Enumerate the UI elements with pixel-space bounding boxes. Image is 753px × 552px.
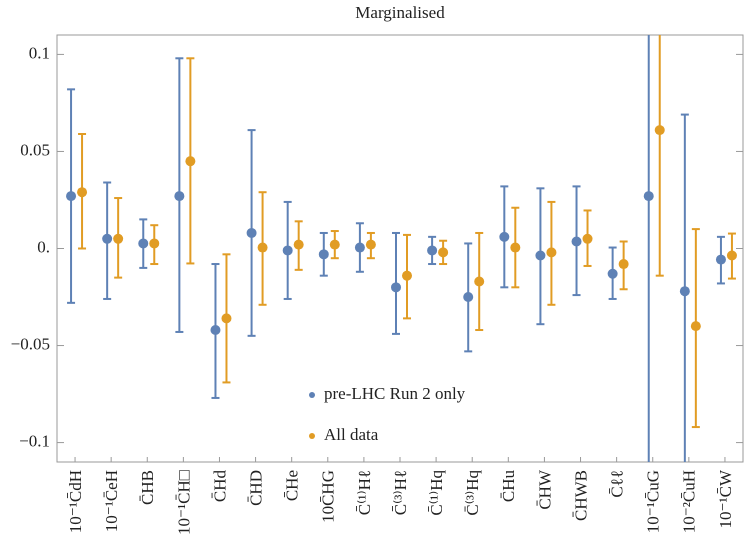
point bbox=[499, 231, 510, 242]
x-tick-label: 10C̄HG bbox=[319, 470, 338, 523]
x-tick-label: C̄HB bbox=[138, 470, 157, 505]
point bbox=[618, 259, 629, 270]
point bbox=[185, 156, 196, 167]
point bbox=[582, 233, 593, 244]
point bbox=[715, 254, 726, 265]
y-tick-label: −0.1 bbox=[19, 431, 50, 450]
x-tick-label: C̄⁽¹⁾Hq bbox=[427, 470, 446, 516]
point bbox=[246, 227, 257, 238]
point bbox=[690, 321, 701, 332]
point bbox=[427, 245, 438, 256]
point bbox=[318, 249, 329, 260]
point bbox=[138, 238, 149, 249]
point bbox=[102, 233, 113, 244]
point bbox=[365, 239, 376, 250]
point bbox=[354, 242, 365, 253]
x-tick-label: 10⁻²C̄uH bbox=[680, 470, 699, 533]
point bbox=[257, 242, 268, 253]
point bbox=[474, 276, 485, 287]
legend-label: pre-LHC Run 2 only bbox=[324, 384, 466, 403]
x-tick-label: C̄He bbox=[283, 470, 302, 501]
plot-area bbox=[66, 35, 737, 462]
point bbox=[221, 313, 232, 324]
point bbox=[546, 247, 557, 258]
point bbox=[726, 250, 737, 261]
point bbox=[174, 191, 185, 202]
point bbox=[391, 282, 401, 293]
point bbox=[113, 233, 124, 244]
y-tick-label: 0.05 bbox=[20, 140, 50, 159]
x-tick-label: 10⁻¹C̄W bbox=[716, 469, 735, 528]
x-tick-label: 10⁻¹C̄uG bbox=[644, 470, 663, 533]
x-tick-label: C̄HWB bbox=[571, 470, 590, 521]
y-tick-label: −0.05 bbox=[11, 334, 50, 353]
x-tick-label: C̄HD bbox=[246, 470, 265, 506]
x-tick-label: 10⁻¹C̄dH bbox=[66, 470, 85, 533]
legend-label: All data bbox=[324, 425, 379, 444]
point bbox=[463, 292, 474, 303]
y-tick-label: 0.1 bbox=[29, 43, 50, 62]
point bbox=[535, 250, 546, 261]
chart-title: Marginalised bbox=[355, 3, 445, 22]
x-tick-label: C̄⁽¹⁾Hℓ bbox=[355, 470, 374, 515]
x-tick-label: 10⁻¹C̄eH bbox=[102, 470, 121, 532]
x-tick-label: C̄⁽³⁾Hq bbox=[463, 470, 482, 516]
point bbox=[643, 191, 654, 202]
point bbox=[510, 242, 521, 253]
point bbox=[293, 239, 304, 250]
point bbox=[571, 236, 582, 247]
point bbox=[654, 125, 665, 136]
point bbox=[210, 325, 221, 336]
point bbox=[77, 187, 88, 198]
point bbox=[607, 268, 618, 279]
point bbox=[679, 286, 690, 297]
point bbox=[66, 191, 77, 202]
x-tick-label: C̄⁽³⁾Hℓ bbox=[391, 470, 410, 515]
point bbox=[438, 247, 449, 258]
x-tick-label: C̄Hu bbox=[499, 470, 518, 503]
x-tick-label: 10⁻¹C̄H□ bbox=[174, 470, 193, 535]
x-tick-label: C̄HW bbox=[535, 469, 554, 510]
x-tick-label: C̄ℓℓ bbox=[608, 470, 627, 498]
legend-marker bbox=[309, 433, 315, 439]
point bbox=[282, 245, 293, 256]
x-tick-label: C̄Hd bbox=[210, 470, 229, 503]
y-tick-label: 0. bbox=[37, 237, 50, 256]
point bbox=[402, 270, 412, 281]
legend-marker bbox=[309, 392, 315, 398]
point bbox=[149, 238, 160, 249]
point bbox=[329, 239, 340, 250]
